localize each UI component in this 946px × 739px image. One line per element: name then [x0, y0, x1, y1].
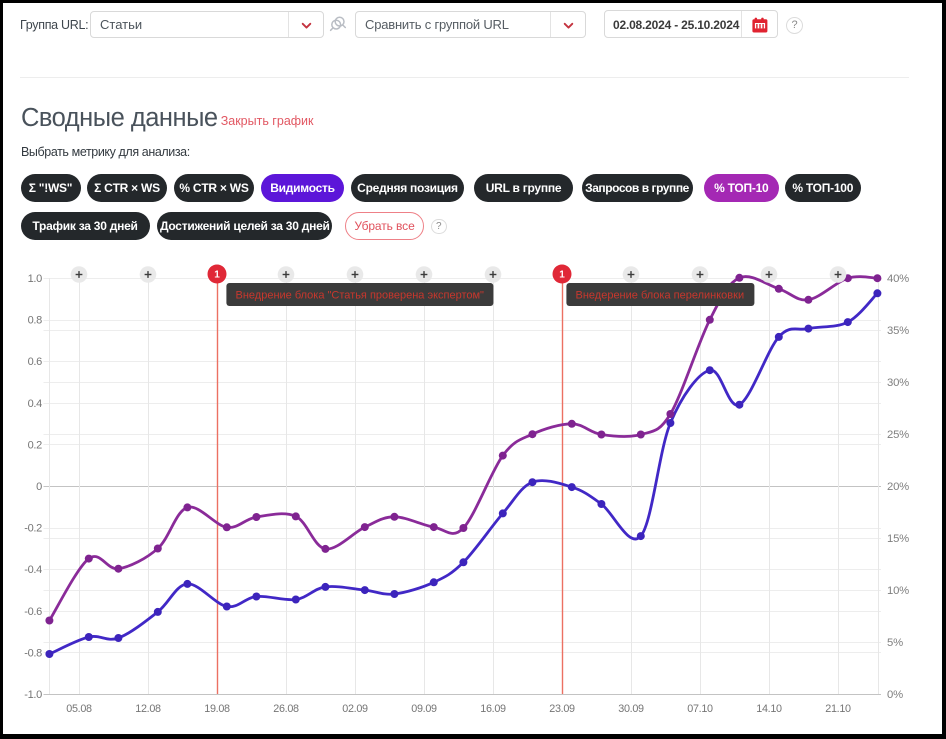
svg-text:-0.8: -0.8 — [24, 647, 42, 659]
svg-text:09.09: 09.09 — [411, 703, 437, 715]
svg-text:07.10: 07.10 — [687, 703, 713, 715]
svg-text:23.09: 23.09 — [549, 703, 575, 715]
svg-text:20%: 20% — [887, 481, 909, 493]
svg-text:25%: 25% — [887, 429, 909, 441]
svg-text:Внедерение блока перелинковки: Внедерение блока перелинковки — [576, 290, 745, 302]
svg-text:30%: 30% — [887, 377, 909, 389]
svg-text:19.08: 19.08 — [204, 703, 230, 715]
svg-text:1: 1 — [214, 270, 220, 281]
svg-text:0.4: 0.4 — [28, 398, 43, 410]
svg-text:0%: 0% — [887, 689, 903, 701]
svg-text:-0.4: -0.4 — [24, 564, 42, 576]
svg-text:-1.0: -1.0 — [24, 689, 42, 701]
svg-text:14.10: 14.10 — [756, 703, 782, 715]
svg-text:0.2: 0.2 — [28, 439, 43, 451]
svg-text:21.10: 21.10 — [825, 703, 851, 715]
svg-text:35%: 35% — [887, 325, 909, 337]
svg-text:0: 0 — [36, 481, 42, 493]
svg-text:15%: 15% — [887, 533, 909, 545]
svg-text:0.6: 0.6 — [28, 356, 43, 368]
svg-text:0.8: 0.8 — [28, 315, 43, 327]
svg-text:40%: 40% — [887, 273, 909, 285]
svg-text:12.08: 12.08 — [135, 703, 161, 715]
svg-text:26.08: 26.08 — [273, 703, 299, 715]
svg-text:-0.2: -0.2 — [24, 523, 42, 535]
svg-text:10%: 10% — [887, 585, 909, 597]
svg-text:16.09: 16.09 — [480, 703, 506, 715]
svg-text:30.09: 30.09 — [618, 703, 644, 715]
svg-text:02.09: 02.09 — [342, 703, 368, 715]
svg-text:5%: 5% — [887, 637, 903, 649]
svg-text:1.0: 1.0 — [28, 273, 43, 285]
svg-text:-0.6: -0.6 — [24, 606, 42, 618]
svg-text:05.08: 05.08 — [66, 703, 92, 715]
svg-text:Внедрение блока "Статья провер: Внедрение блока "Статья проверена экспер… — [236, 290, 485, 302]
svg-text:1: 1 — [559, 270, 565, 281]
